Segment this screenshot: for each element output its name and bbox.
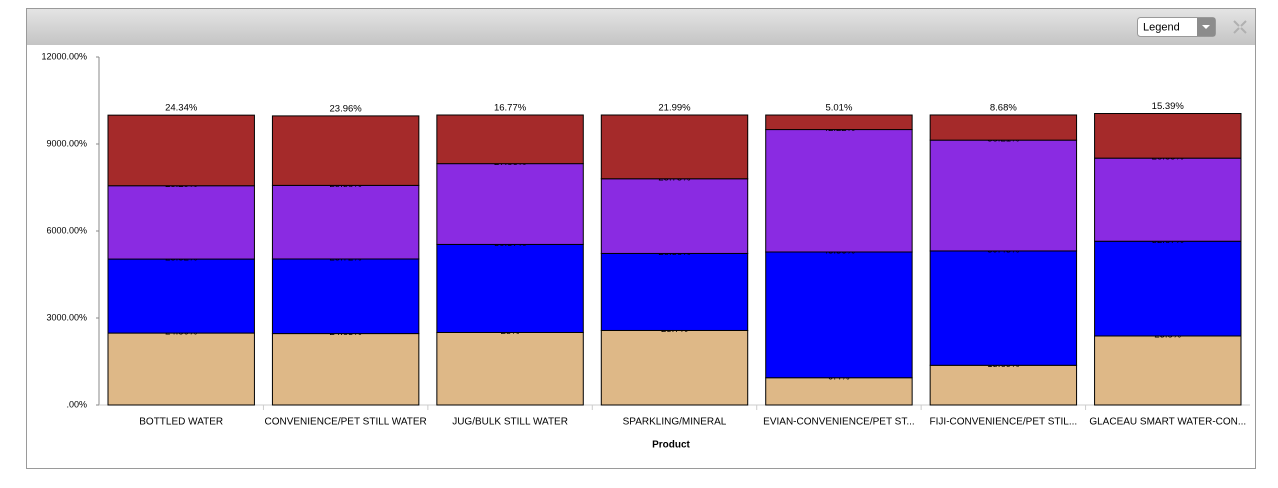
bar-segment (600, 178, 749, 254)
bar-segment (929, 114, 1078, 141)
value-label: 16.77% (494, 103, 527, 114)
x-tick-label: SPARKLING/MINERAL (623, 417, 727, 428)
bar-segment (436, 163, 584, 245)
bar-segment (271, 258, 420, 335)
x-axis-title: Product (652, 440, 690, 451)
x-tick-label: GLACEAU SMART WATER-CON... (1089, 417, 1246, 428)
bar-segment (436, 243, 584, 333)
y-tick-label: 12000.00% (41, 51, 87, 61)
arrow-icon (1202, 25, 1210, 29)
bar-segment (1094, 335, 1242, 406)
bar-segment (929, 364, 1078, 406)
bar-segment (271, 333, 420, 406)
bar-segment (107, 332, 255, 406)
y-tick-label: 3000.00% (46, 312, 87, 322)
bar-segment (107, 114, 255, 187)
value-label: 21.99% (658, 103, 691, 114)
x-tick-label: CONVENIENCE/PET STILL WATER (265, 417, 427, 428)
bar-segment (1094, 113, 1242, 159)
x-tick-label: JUG/BULK STILL WATER (452, 417, 568, 428)
bar-segment (600, 252, 749, 331)
legend-label: Legend (1143, 21, 1180, 33)
expand-icon[interactable] (1233, 20, 1247, 34)
bar-segment (929, 139, 1078, 252)
bar-segment (436, 114, 584, 165)
bar-segment (600, 114, 749, 180)
x-tick-label: FIJI-CONVENIENCE/PET STIL... (930, 417, 1078, 428)
bar-segment (107, 185, 255, 260)
bar-segment (436, 332, 584, 406)
y-tick-label: 6000.00% (46, 225, 87, 235)
value-label: 23.96% (330, 103, 363, 114)
bar-segment (765, 251, 913, 379)
bar-segment (271, 184, 420, 260)
value-label: 8.68% (990, 102, 1017, 113)
x-tick-label: BOTTLED WATER (139, 417, 223, 428)
legend-dropdown[interactable] (1137, 17, 1216, 37)
value-label: 24.34% (165, 103, 198, 114)
bar-segment (765, 129, 913, 253)
bar-segment (765, 114, 913, 131)
value-label: 5.01% (825, 103, 852, 114)
y-tick-label: 9000.00% (46, 138, 87, 148)
bar-segment (1094, 240, 1242, 337)
bar-segment (929, 250, 1078, 366)
y-tick-label: .00% (66, 399, 87, 409)
x-tick-label: EVIAN-CONVENIENCE/PET ST... (763, 417, 915, 428)
bar-segment (1094, 157, 1242, 242)
bar-segment (271, 115, 420, 186)
value-label: 15.39% (1152, 101, 1185, 112)
bar-segment (107, 258, 255, 334)
bar-segment (600, 329, 749, 406)
panel-header (27, 9, 1255, 45)
